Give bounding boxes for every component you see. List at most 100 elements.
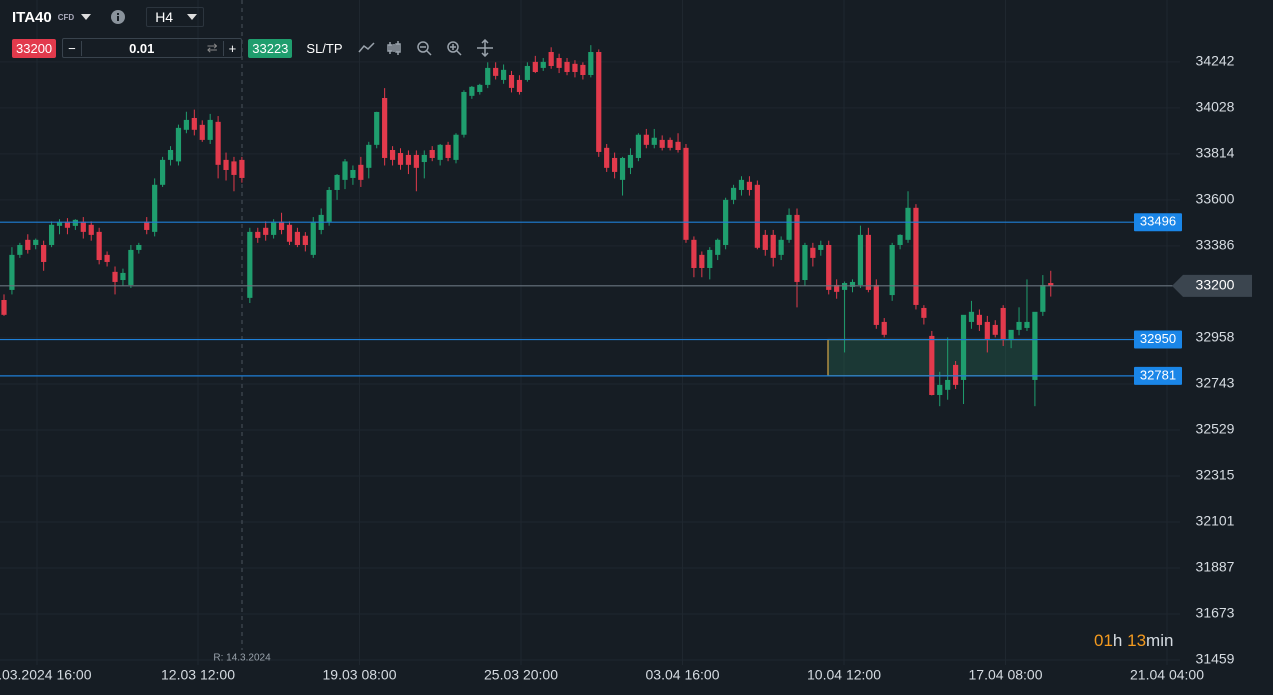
timeframe[interactable]: H4 xyxy=(146,7,205,27)
candle-body xyxy=(556,58,562,68)
candle-body xyxy=(627,154,634,168)
candle-body xyxy=(152,184,158,232)
candle-body xyxy=(271,221,277,235)
candle-body xyxy=(1008,329,1014,340)
candle-body xyxy=(889,244,895,296)
candle-body xyxy=(968,311,975,322)
candle-body xyxy=(389,150,396,160)
candle-body xyxy=(548,52,554,66)
sl-tp[interactable]: SL/TP xyxy=(306,40,343,56)
candle-body xyxy=(469,86,475,96)
y-tick-label: 34242 xyxy=(1196,53,1235,69)
y-tick-label: 31673 xyxy=(1196,605,1235,621)
candle-body xyxy=(794,214,800,282)
candle-body xyxy=(485,67,491,85)
symbol[interactable]: ITA40 xyxy=(12,8,52,26)
candle-body xyxy=(960,314,967,380)
candle-body xyxy=(9,254,15,290)
minus[interactable]: − xyxy=(63,40,82,56)
candle-body xyxy=(707,249,713,268)
candle-body xyxy=(976,314,982,325)
candle-body xyxy=(175,127,182,162)
buy-price[interactable]: 33223 xyxy=(248,38,293,58)
candle-body xyxy=(56,221,63,226)
candle-body xyxy=(33,239,39,245)
candle-body xyxy=(477,84,483,92)
candle-body xyxy=(429,150,435,158)
instrument-type: CFD xyxy=(57,12,75,22)
candle-body xyxy=(199,124,205,140)
x-tick-label: 21.04 04:00 xyxy=(1130,667,1204,683)
candle-body xyxy=(540,61,546,68)
candle-body xyxy=(1040,284,1046,312)
candle-body xyxy=(715,239,721,255)
candle-body xyxy=(104,254,110,262)
candle-body xyxy=(326,189,332,222)
candle-body xyxy=(516,79,523,92)
swap[interactable]: ⇄ xyxy=(206,40,218,55)
candle-body xyxy=(247,231,253,298)
candle-body xyxy=(984,321,990,340)
candle-body xyxy=(382,97,388,158)
candle-body xyxy=(207,119,213,140)
candle-body xyxy=(144,221,150,230)
dropdown-icon[interactable] xyxy=(80,13,92,21)
x-tick-label: 12.03 12:00 xyxy=(161,667,235,683)
candle-body xyxy=(255,231,261,238)
level-badge xyxy=(1134,330,1182,349)
candle-body xyxy=(160,159,166,185)
candle-body xyxy=(223,159,229,170)
candle-body xyxy=(778,239,784,255)
chart-tools[interactable] xyxy=(357,39,497,57)
dropdown-icon[interactable] xyxy=(186,13,198,21)
candle-body xyxy=(643,134,649,145)
candle-body xyxy=(651,137,657,145)
candle-body xyxy=(358,164,364,180)
candle-body xyxy=(897,234,903,245)
y-tick-label: 32315 xyxy=(1196,467,1235,483)
lot-size[interactable]: 0.01 xyxy=(129,40,155,56)
candle-body xyxy=(659,139,665,148)
candle-body xyxy=(834,284,840,292)
candle-body xyxy=(826,244,832,290)
candle-body xyxy=(1048,283,1054,286)
candle-body xyxy=(25,239,31,250)
sell-price[interactable]: 33200 xyxy=(12,38,57,58)
candle-body xyxy=(263,227,269,235)
candle-body xyxy=(905,207,911,240)
y-tick-label: 32743 xyxy=(1196,375,1235,391)
candle-body xyxy=(945,379,951,390)
y-tick-label: 33600 xyxy=(1196,191,1235,207)
candle-body xyxy=(64,221,71,228)
candle-body xyxy=(239,159,245,178)
candle-body xyxy=(953,364,959,385)
y-tick-label: 32101 xyxy=(1196,513,1235,529)
hours: 01 xyxy=(1094,631,1113,650)
candle-body xyxy=(215,121,221,165)
lot-input[interactable]: − 0.01 ⇄ + xyxy=(62,38,243,58)
candle-body xyxy=(350,169,356,178)
level-label: 33496 xyxy=(1140,214,1176,229)
toolbar: ITA40 CFD H4 xyxy=(12,7,205,27)
candle-body xyxy=(818,244,824,250)
candle-body xyxy=(17,244,23,255)
candle-body xyxy=(48,224,55,245)
candle-body xyxy=(596,52,602,152)
candle-body xyxy=(294,231,301,245)
candle-body xyxy=(374,111,380,145)
x-tick-label: 19.03 08:00 xyxy=(323,667,397,683)
candle-body xyxy=(342,161,348,180)
candle-body xyxy=(302,235,308,245)
info-icon[interactable] xyxy=(110,9,126,25)
plus[interactable]: + xyxy=(222,40,242,56)
candle-body xyxy=(937,384,943,395)
candle-body xyxy=(508,75,515,88)
candle-body xyxy=(96,231,102,261)
candle-body xyxy=(762,234,768,250)
candle-body xyxy=(802,244,808,281)
candle-body xyxy=(699,254,705,268)
candle-body xyxy=(366,144,372,168)
candle-body xyxy=(730,187,737,200)
